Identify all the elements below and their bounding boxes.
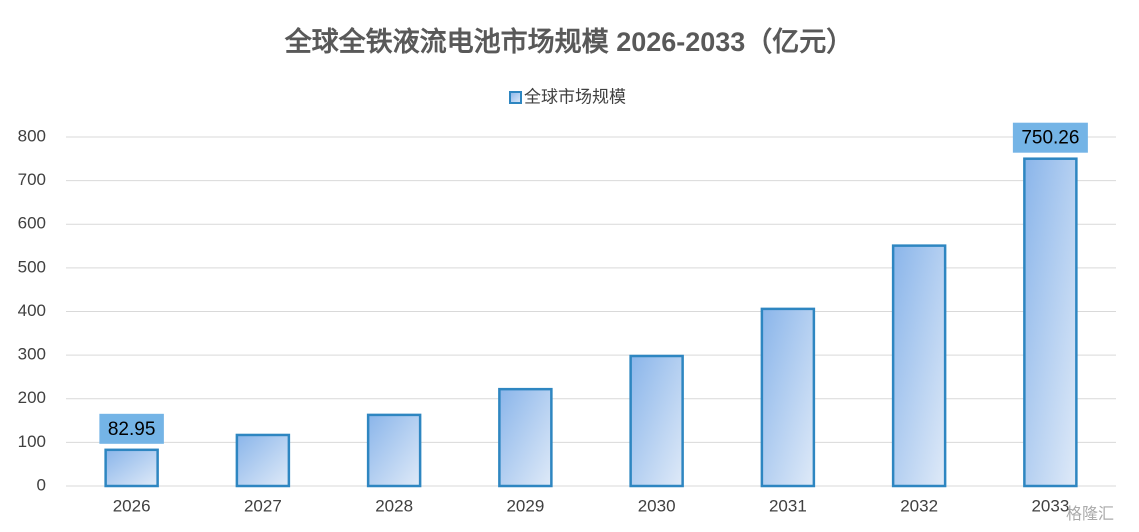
x-tick-label: 2030 — [638, 496, 676, 515]
y-tick-label: 800 — [18, 126, 46, 145]
bar — [1023, 157, 1078, 488]
data-label: 750.26 — [1021, 128, 1079, 149]
bar — [498, 387, 553, 488]
data-label-box — [1012, 122, 1088, 153]
y-tick-label: 400 — [18, 301, 46, 320]
data-label: 82.95 — [108, 419, 156, 440]
x-tick-label: 2026 — [113, 496, 151, 515]
legend-swatch — [509, 91, 522, 104]
x-tick-label: 2029 — [506, 496, 544, 515]
bar — [629, 354, 684, 488]
bar — [760, 307, 816, 488]
x-tick-label: 2027 — [244, 496, 282, 515]
data-label-box — [99, 413, 164, 444]
y-tick-label: 200 — [18, 388, 46, 407]
y-tick-label: 700 — [18, 170, 46, 189]
y-tick-label: 600 — [18, 214, 46, 233]
x-tick-label: 2032 — [900, 496, 938, 515]
bar — [235, 433, 291, 488]
y-tick-label: 300 — [18, 345, 46, 364]
x-tick-label: 2031 — [769, 496, 807, 515]
legend-label: 全球市场规模 — [524, 87, 626, 106]
bar — [104, 448, 159, 488]
x-tick-label: 2028 — [375, 496, 413, 515]
chart-title: 全球全铁液流电池市场规模 2026-2033（亿元） — [284, 26, 854, 57]
y-tick-label: 500 — [18, 257, 46, 276]
watermark: 格隆汇 — [1066, 505, 1114, 523]
y-tick-label: 0 — [37, 475, 46, 494]
y-tick-label: 100 — [18, 432, 46, 451]
bar — [366, 413, 422, 488]
x-tick-label: 2033 — [1031, 496, 1069, 515]
bar — [891, 244, 947, 488]
legend: 全球市场规模 — [509, 87, 626, 106]
